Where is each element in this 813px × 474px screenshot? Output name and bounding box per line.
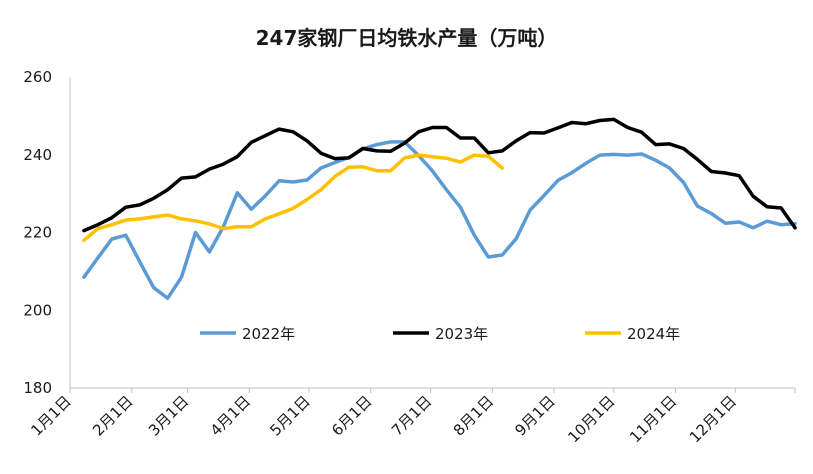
series-line-1	[82, 117, 797, 233]
y-tick-label: 240	[23, 146, 52, 164]
x-tick-label: 5月1日	[266, 392, 313, 439]
x-tick-label: 4月1日	[207, 392, 254, 439]
series-line-0	[82, 140, 797, 300]
axes	[69, 77, 795, 389]
x-tick-label: 6月1日	[328, 392, 375, 439]
x-tick-label: 10月1日	[564, 392, 618, 446]
legend-label-0: 2022年	[242, 325, 295, 343]
x-tick-label: 3月1日	[145, 392, 192, 439]
x-tick-label: 2月1日	[89, 392, 136, 439]
series-line-2	[82, 153, 504, 243]
legend: 2022年 2023年 2024年	[200, 325, 680, 343]
y-tick-label: 200	[23, 301, 52, 319]
series-lines	[82, 117, 797, 300]
x-tick-label: 12月1日	[686, 392, 740, 446]
y-axis-ticks: 180 200 220 240 260	[23, 68, 52, 397]
x-tick-label: 11月1日	[626, 392, 680, 446]
x-tick-label: 9月1日	[511, 392, 558, 439]
chart-title: 247家钢厂日均铁水产量（万吨）	[255, 26, 558, 50]
x-tick-label: 7月1日	[388, 392, 435, 439]
y-tick-label: 220	[23, 224, 52, 242]
legend-label-1: 2023年	[435, 325, 488, 343]
y-tick-label: 260	[23, 68, 52, 86]
y-tick-label: 180	[23, 379, 52, 397]
x-tick-label: 8月1日	[450, 392, 497, 439]
x-axis-ticks: 1月1日 2月1日 3月1日 4月1日 5月1日 6月1日 7月1日 8月1日 9月1日 10月1…	[27, 388, 796, 446]
x-tick-label: 1月1日	[27, 392, 74, 439]
legend-label-2: 2024年	[627, 325, 680, 343]
